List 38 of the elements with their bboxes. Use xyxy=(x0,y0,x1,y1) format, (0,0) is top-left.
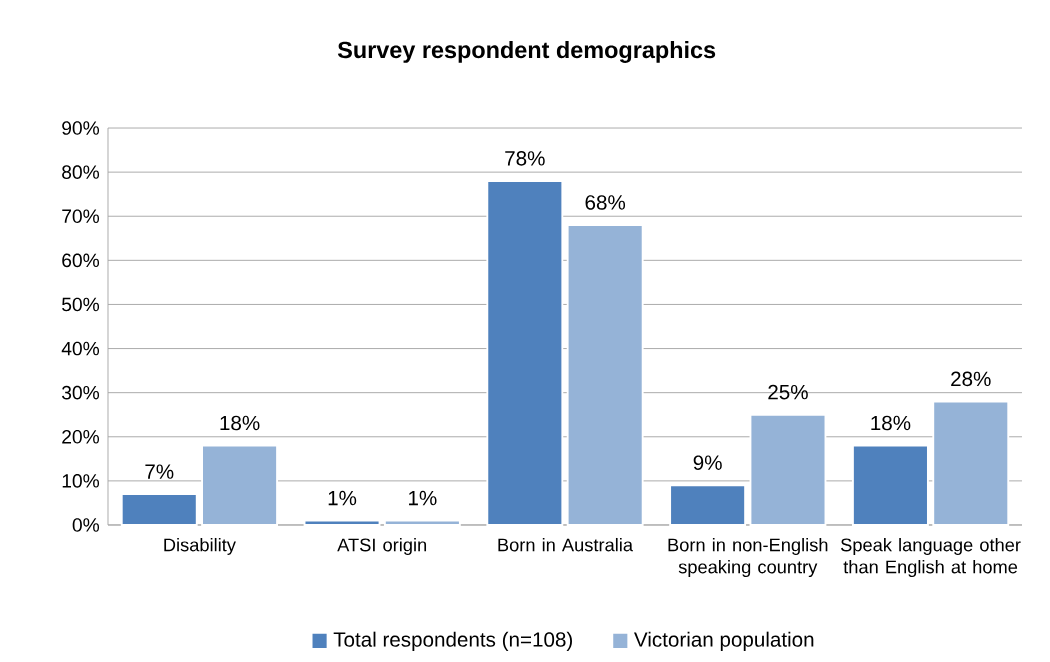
y-tick-label: 0% xyxy=(72,518,100,532)
bar xyxy=(303,519,381,526)
data-label: 18% xyxy=(871,415,911,431)
y-tick-label: 20% xyxy=(62,429,100,444)
x-tick-label: Speak language other than English at home xyxy=(841,537,1021,577)
x-tick-label: Disability xyxy=(164,537,236,555)
bar xyxy=(749,413,827,526)
data-label: 18% xyxy=(220,415,260,431)
bar xyxy=(669,484,747,526)
y-tick-label: 50% xyxy=(62,297,100,312)
data-label: 1% xyxy=(409,490,437,506)
x-tick-label: ATSI origin xyxy=(337,537,427,555)
bar xyxy=(201,444,279,526)
x-tick-label: Born in Australia xyxy=(498,537,633,552)
data-label: 28% xyxy=(951,371,991,387)
y-tick-label: 30% xyxy=(62,385,100,400)
bar xyxy=(566,224,644,526)
data-label: 7% xyxy=(145,464,174,479)
y-tick-label: 10% xyxy=(62,474,100,488)
data-label: 25% xyxy=(768,384,808,400)
x-tick-label: Born in non-English speaking country xyxy=(668,537,828,577)
data-label: 1% xyxy=(328,490,357,506)
y-tick-label: 60% xyxy=(62,253,100,268)
data-label: 68% xyxy=(585,195,626,210)
chart-title: Survey respondent demographics xyxy=(337,41,716,63)
bar xyxy=(120,493,198,526)
data-label: 9% xyxy=(693,455,722,470)
legend-label: Total respondents (n=108) xyxy=(333,631,572,651)
bar xyxy=(383,519,461,526)
y-tick-label: 90% xyxy=(62,121,100,135)
y-tick-label: 80% xyxy=(62,165,100,179)
y-tick-label: 70% xyxy=(62,209,100,224)
bar xyxy=(851,444,929,526)
data-label: 78% xyxy=(505,151,545,166)
legend-label: Victorian population xyxy=(633,631,814,651)
bar xyxy=(486,180,564,526)
y-tick-label: 40% xyxy=(61,341,100,356)
bar xyxy=(932,400,1010,526)
